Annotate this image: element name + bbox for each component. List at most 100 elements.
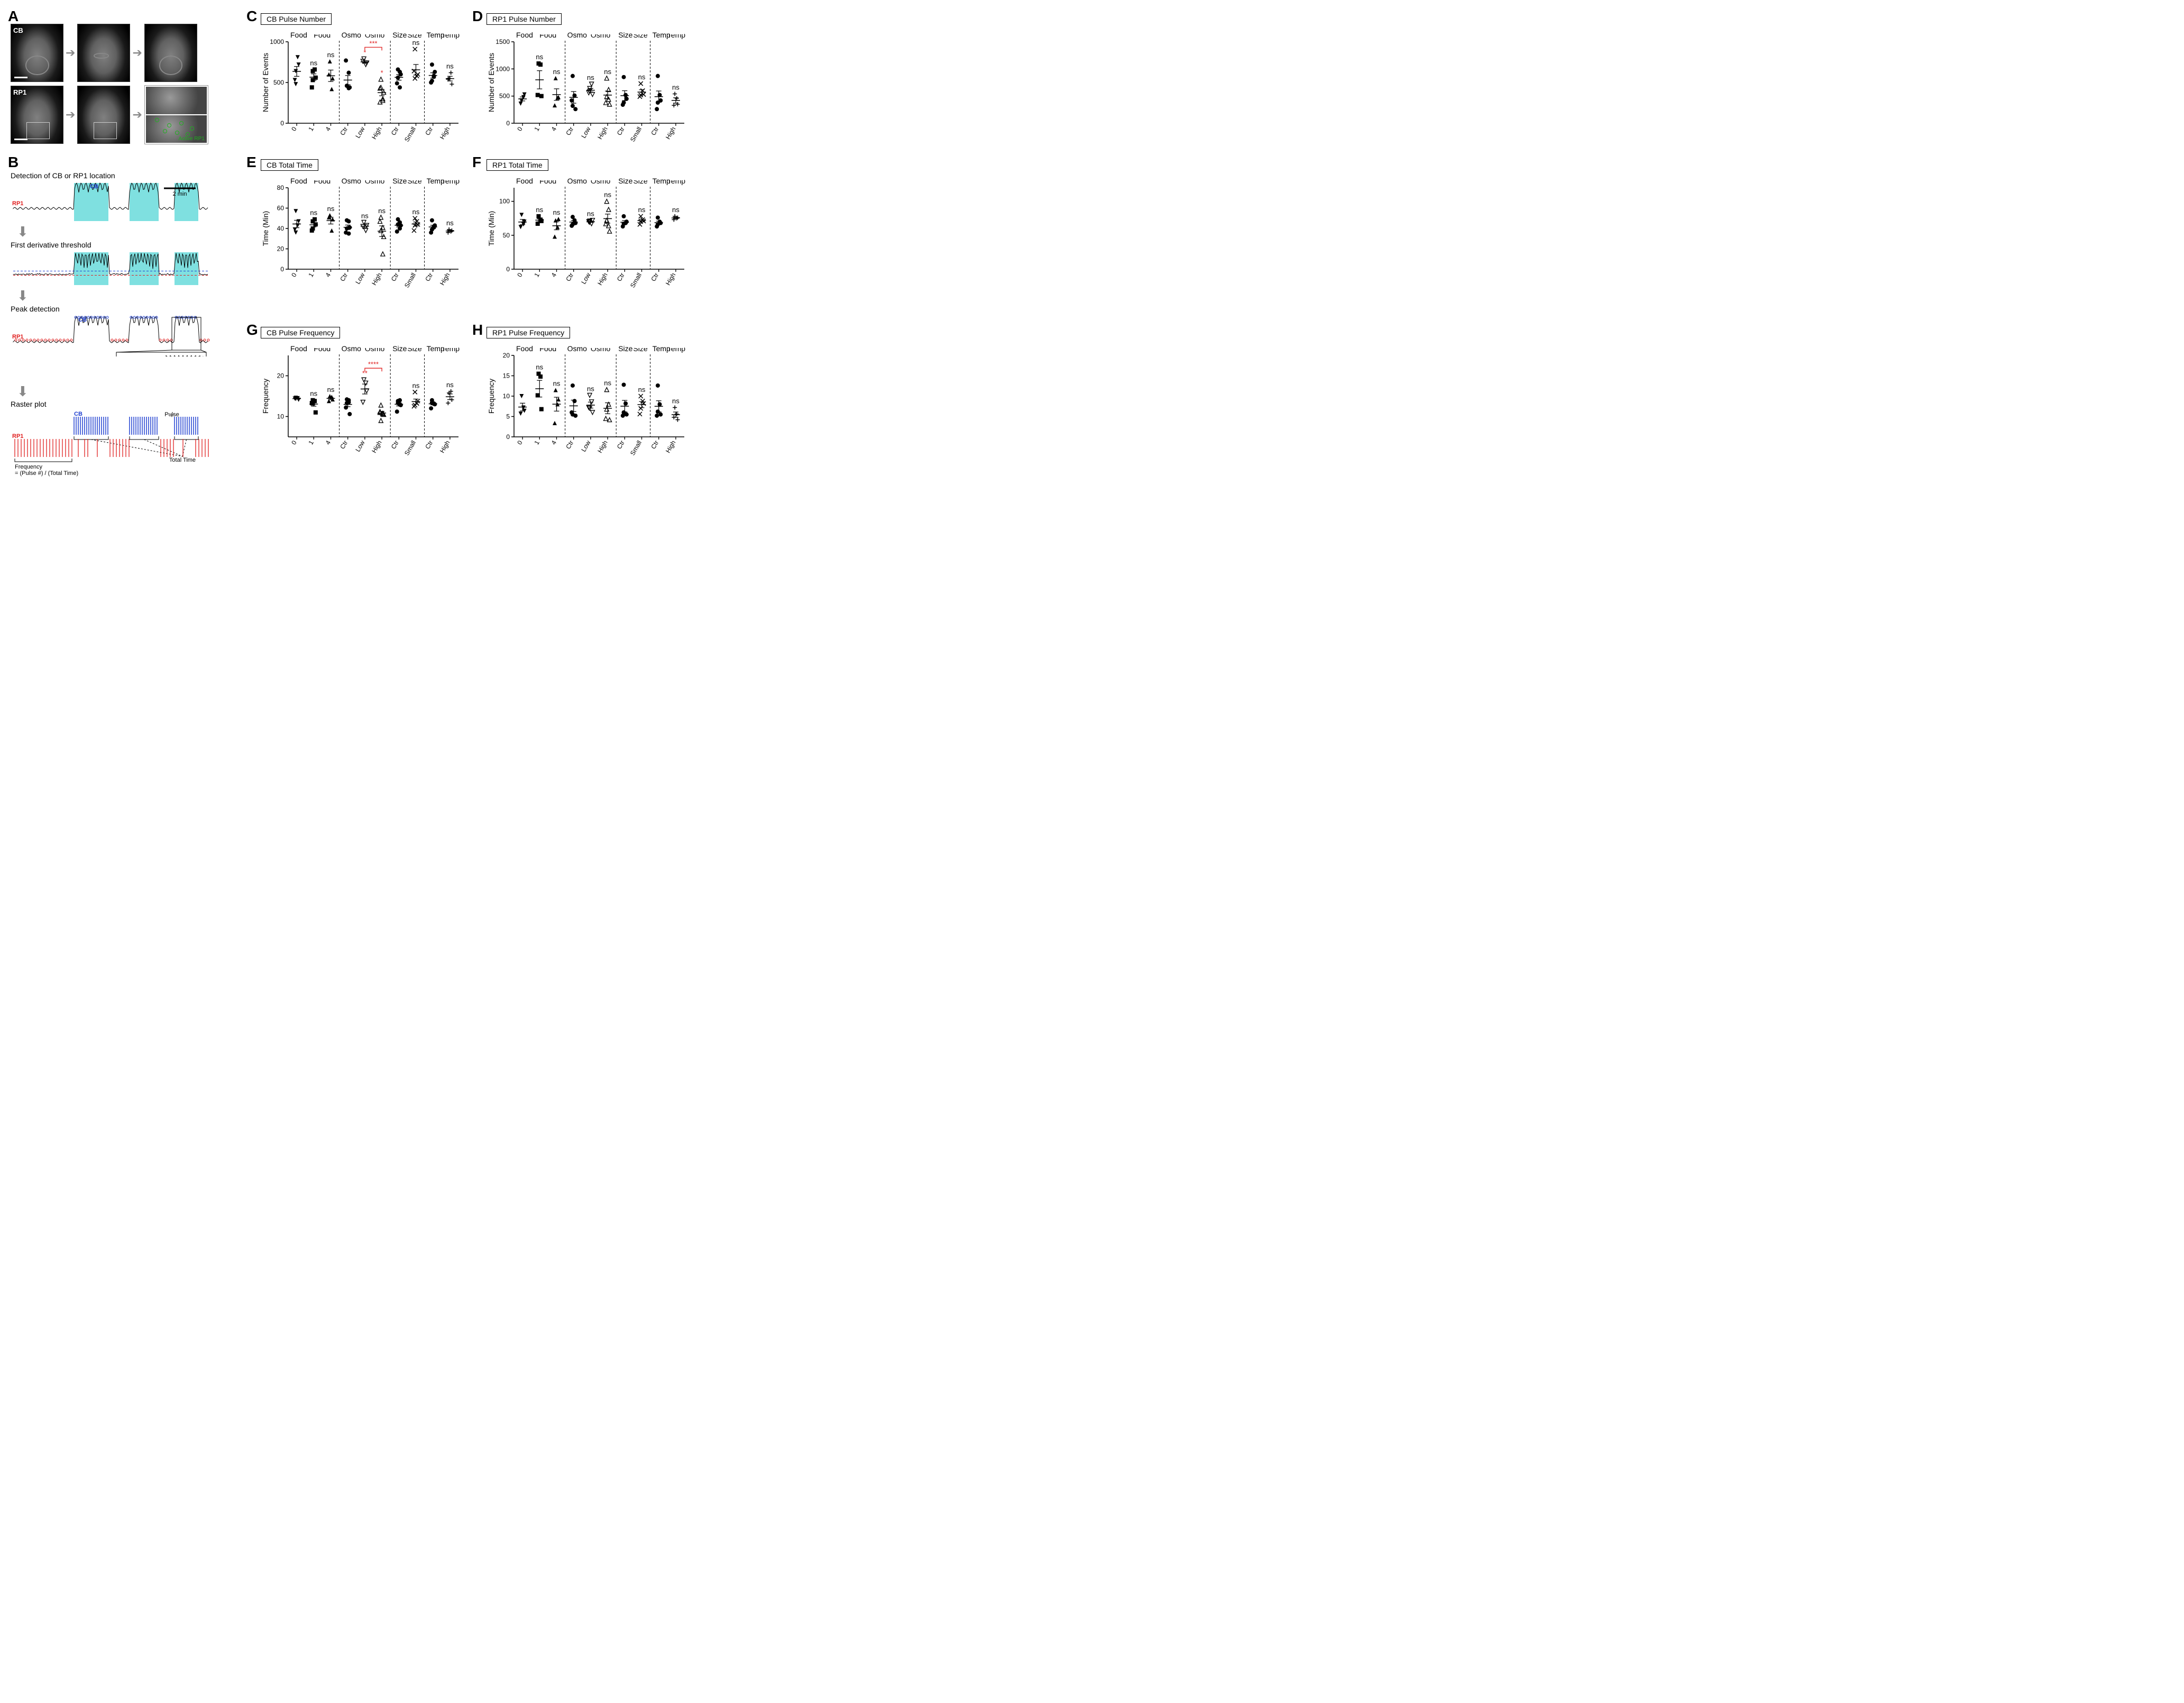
svg-text:50: 50 xyxy=(503,232,510,239)
svg-text:0: 0 xyxy=(280,265,284,273)
svg-text:0: 0 xyxy=(516,271,524,278)
svg-text:ns: ns xyxy=(446,380,454,388)
svg-text:Size: Size xyxy=(392,344,407,353)
svg-text:Ctr: Ctr xyxy=(338,272,349,283)
svg-text:Size: Size xyxy=(618,344,632,353)
svg-text:Temp: Temp xyxy=(427,31,445,39)
svg-text:1: 1 xyxy=(307,125,315,132)
svg-text:Temp: Temp xyxy=(653,344,671,353)
svg-text:60: 60 xyxy=(277,205,285,212)
micrograph xyxy=(77,24,130,82)
svg-text:0: 0 xyxy=(280,120,284,127)
svg-text:High: High xyxy=(596,439,609,454)
svg-text:Ctr: Ctr xyxy=(424,126,434,137)
svg-text:Temp: Temp xyxy=(427,344,445,353)
svg-text:*: * xyxy=(381,69,383,77)
panel-label-G: G xyxy=(246,322,258,338)
svg-text:= (Pulse #) / (Total Time): = (Pulse #) / (Total Time) xyxy=(15,470,78,477)
svg-text:High: High xyxy=(370,126,383,141)
svg-text:ns: ns xyxy=(587,74,594,81)
svg-text:80: 80 xyxy=(277,184,285,191)
svg-text:ns: ns xyxy=(536,53,543,61)
svg-text:ns: ns xyxy=(587,384,594,392)
micrograph xyxy=(77,86,130,144)
svg-text:Osmo: Osmo xyxy=(567,177,588,185)
svg-text:1: 1 xyxy=(533,439,541,446)
svg-text:Ctr: Ctr xyxy=(649,272,660,283)
svg-text:ns: ns xyxy=(310,59,317,67)
svg-text:Ctr: Ctr xyxy=(649,439,660,450)
svg-text:ns: ns xyxy=(327,205,335,213)
svg-text:Number of Events: Number of Events xyxy=(261,53,270,112)
svg-text:4: 4 xyxy=(550,271,558,278)
svg-text:ns: ns xyxy=(553,379,561,387)
svg-text:1: 1 xyxy=(533,125,541,132)
chart-title: RP1 Pulse Number xyxy=(487,13,562,25)
svg-text:10: 10 xyxy=(503,392,510,400)
svg-text:Size: Size xyxy=(392,31,407,39)
svg-text:1500: 1500 xyxy=(495,38,510,45)
svg-text:Small: Small xyxy=(403,126,417,143)
svg-text:5: 5 xyxy=(506,413,510,420)
svg-text:RP1: RP1 xyxy=(12,200,23,207)
svg-text:Frequency: Frequency xyxy=(261,379,270,414)
svg-text:Ctr: Ctr xyxy=(616,126,626,137)
panel-E: E CB Total Time 020406080Time (Min)FoodO… xyxy=(249,157,462,316)
chart-F: 050100Time (Min)FoodOsmoSizeTemp01ns4nsC… xyxy=(487,173,687,295)
micrograph: CB xyxy=(11,24,63,82)
svg-text:RP1: RP1 xyxy=(12,334,23,340)
svg-text:Ctr: Ctr xyxy=(564,439,575,450)
panel-label-B: B xyxy=(8,154,19,171)
chart-E: 020406080Time (Min)FoodOsmoSizeTemp01ns4… xyxy=(261,173,462,295)
svg-text:Time (Min): Time (Min) xyxy=(487,211,495,246)
svg-text:ns: ns xyxy=(412,39,420,47)
svg-text:4: 4 xyxy=(550,439,558,446)
svg-text:ns: ns xyxy=(310,389,317,397)
svg-text:High: High xyxy=(596,126,609,141)
svg-text:ns: ns xyxy=(638,386,646,393)
svg-text:Number of Events: Number of Events xyxy=(487,53,495,112)
svg-text:High: High xyxy=(664,126,677,141)
svg-text:ns: ns xyxy=(327,386,335,393)
svg-text:ns: ns xyxy=(638,73,646,81)
svg-text:Osmo: Osmo xyxy=(567,344,588,353)
svg-text:Size: Size xyxy=(618,31,632,39)
panel-label-A: A xyxy=(8,8,19,25)
svg-text:ns: ns xyxy=(412,381,420,389)
micrographs: CB ➔ ➔ RP1 ➔ xyxy=(11,11,236,144)
arrow-icon: ➔ xyxy=(132,46,142,60)
svg-text:Small: Small xyxy=(629,439,643,456)
panel-C: C CB Pulse Number 05001000Number of Even… xyxy=(249,11,462,149)
inset-pair: Active RP1 xyxy=(144,85,208,144)
panel-label-E: E xyxy=(246,154,256,171)
svg-text:Ctr: Ctr xyxy=(424,272,434,283)
chart-title: CB Pulse Number xyxy=(261,13,332,25)
panel-label-D: D xyxy=(472,8,483,25)
svg-text:CB: CB xyxy=(90,184,98,190)
svg-text:20: 20 xyxy=(277,372,285,379)
svg-text:High: High xyxy=(370,272,383,287)
svg-text:10: 10 xyxy=(277,413,285,420)
svg-text:0: 0 xyxy=(290,125,298,132)
svg-text:ns: ns xyxy=(412,208,420,216)
panel-F: F RP1 Total Time 050100Time (Min)FoodOsm… xyxy=(475,157,687,316)
svg-text:4: 4 xyxy=(324,125,333,132)
chart-G: 1020FrequencyFoodOsmoSizeTemp01ns4nsCtrL… xyxy=(261,341,462,462)
svg-text:Size: Size xyxy=(392,177,407,185)
svg-text:0: 0 xyxy=(290,271,298,278)
svg-text:40: 40 xyxy=(277,225,285,232)
svg-text:0: 0 xyxy=(516,439,524,446)
arrow-icon: ➔ xyxy=(66,108,75,122)
svg-text:Ctr: Ctr xyxy=(564,272,575,283)
panel-label-H: H xyxy=(472,322,483,338)
svg-text:2 min: 2 min xyxy=(173,191,187,197)
chart-title: CB Total Time xyxy=(261,159,318,171)
svg-text:ns: ns xyxy=(604,68,611,76)
svg-text:High: High xyxy=(664,439,677,454)
svg-text:ns: ns xyxy=(446,219,454,227)
svg-text:Food: Food xyxy=(516,31,533,39)
svg-text:Small: Small xyxy=(403,439,417,456)
svg-text:Ctr: Ctr xyxy=(390,272,400,283)
svg-text:Food: Food xyxy=(290,31,307,39)
svg-text:ns: ns xyxy=(587,210,594,218)
